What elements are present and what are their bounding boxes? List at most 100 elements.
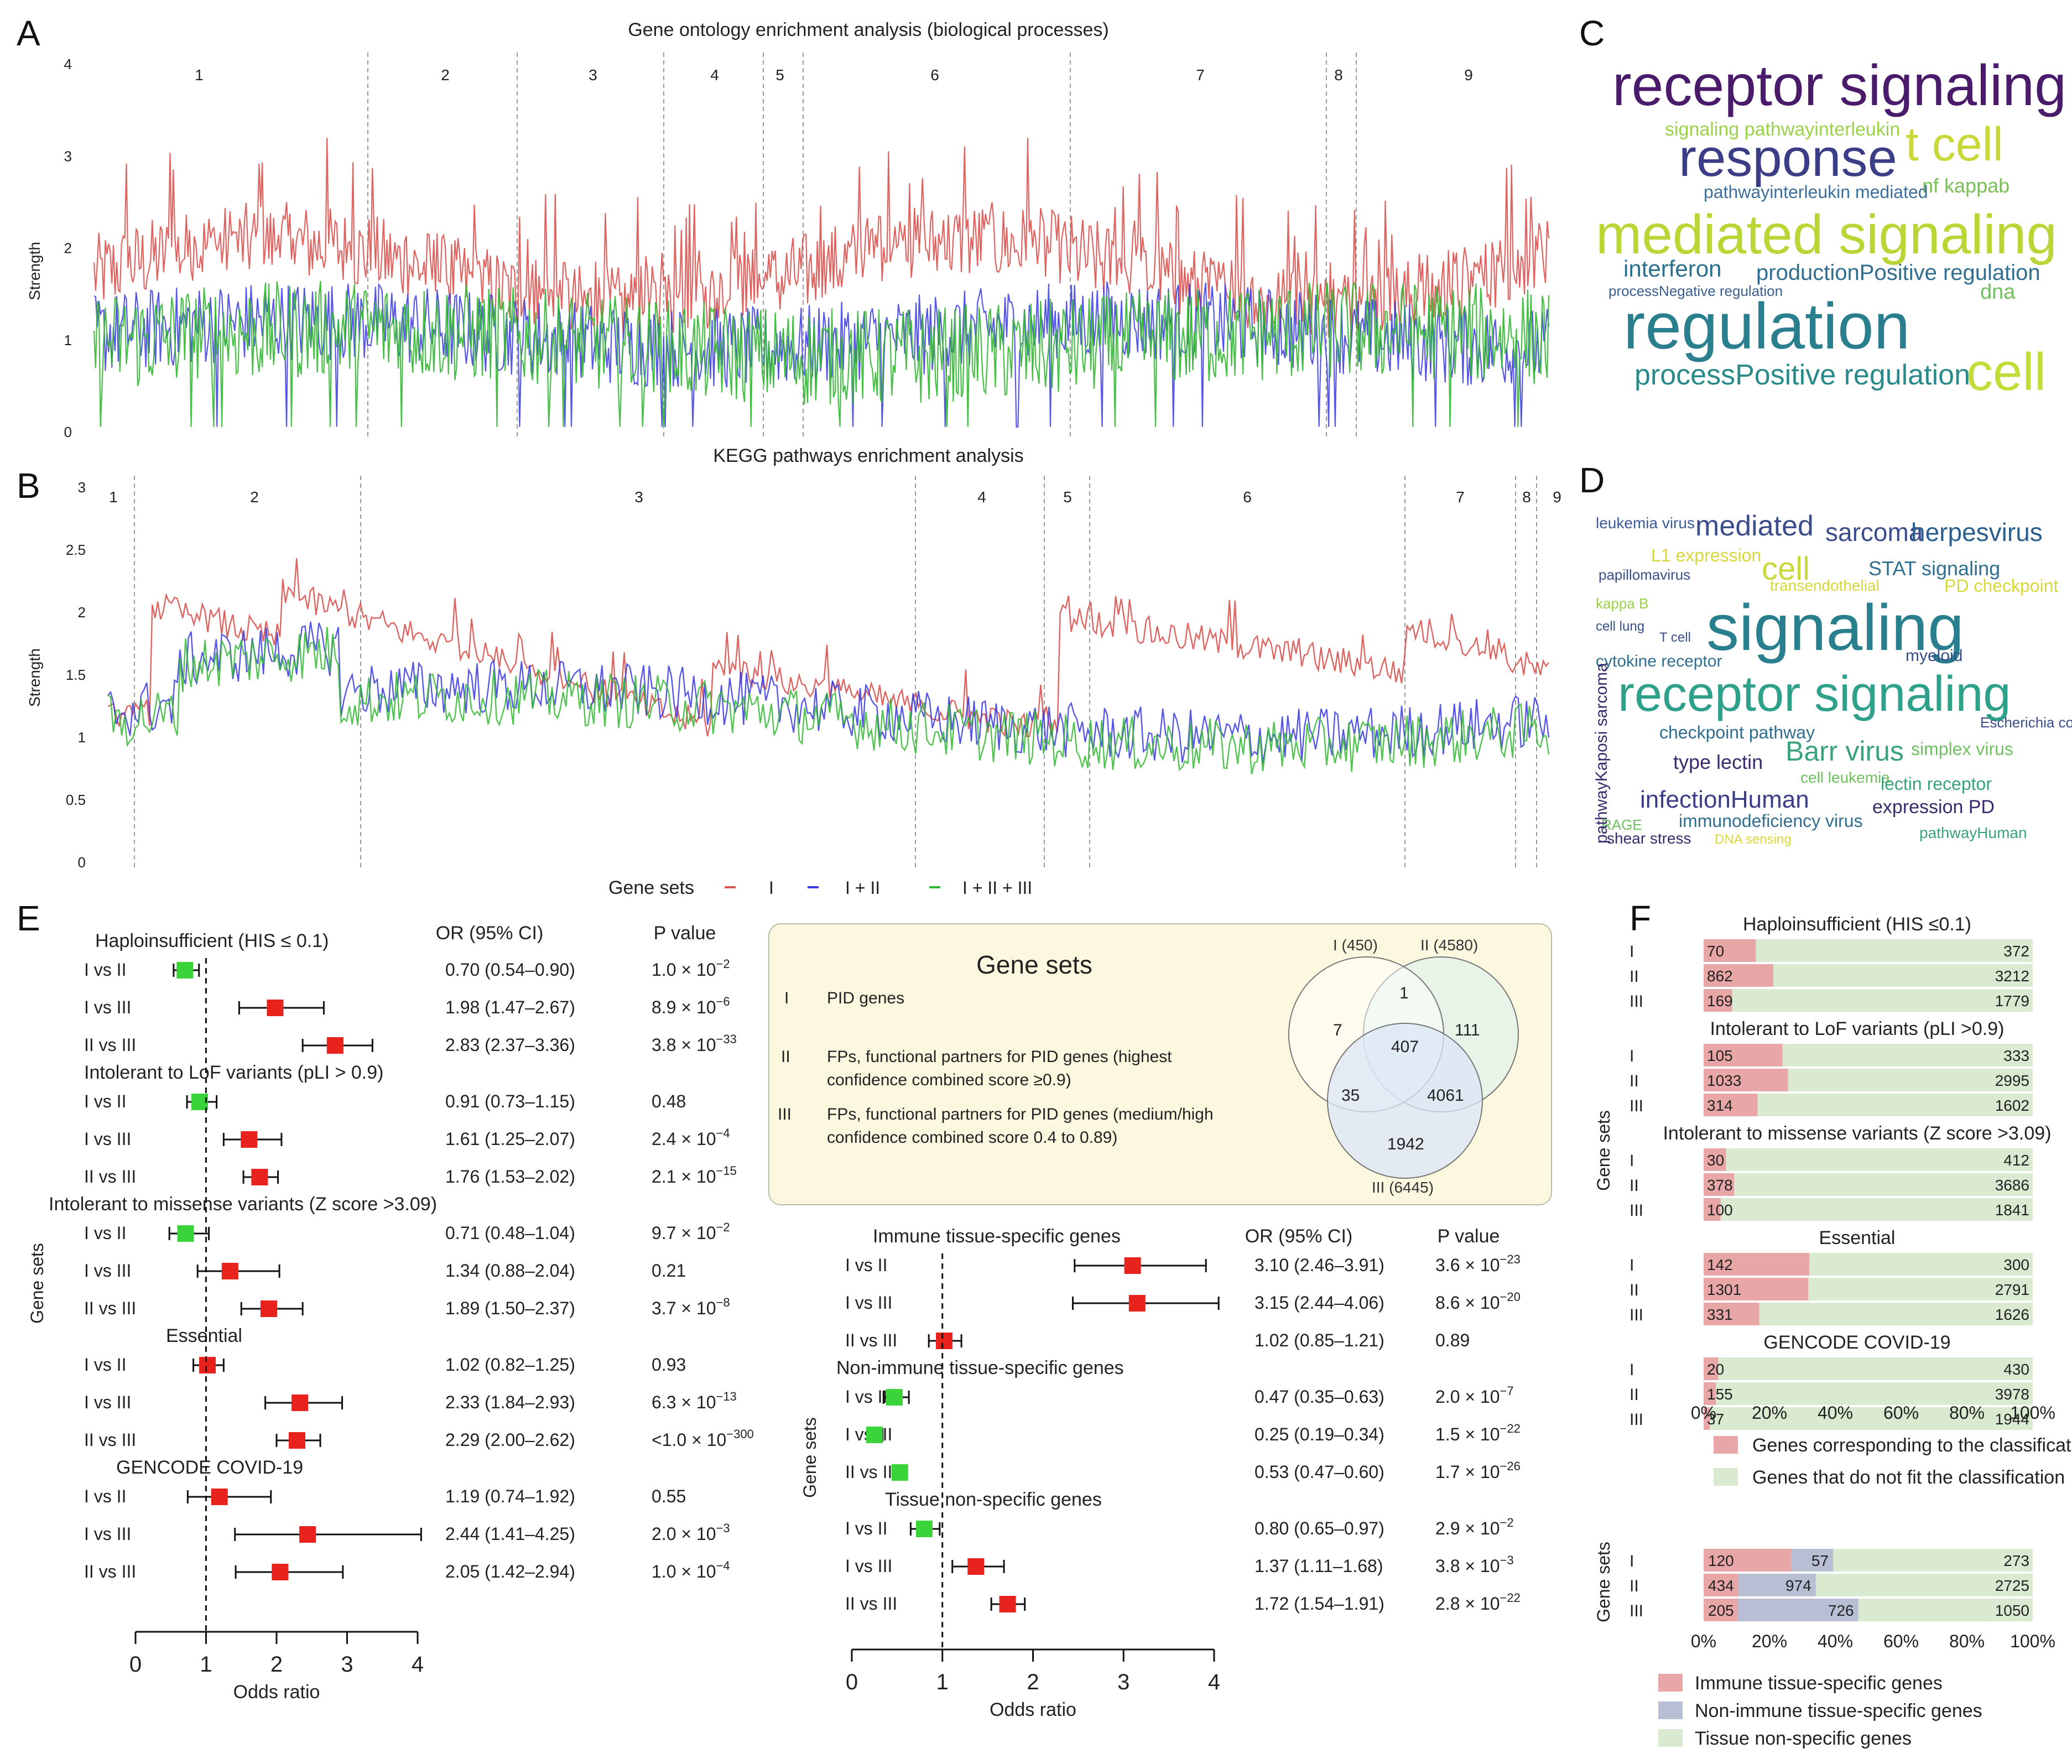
forest-left-or-point xyxy=(260,1300,277,1317)
forest-right-row-label: I vs II xyxy=(845,1387,887,1407)
forest-left-or-header: OR (95% CI) xyxy=(436,923,544,944)
f-bar-rest xyxy=(1704,939,2033,962)
f-bar-rest xyxy=(1704,989,2033,1012)
panel-a-series-i xyxy=(93,138,1550,338)
panel-b-cluster-label: 5 xyxy=(1063,488,1072,506)
forest-left-row-label: I vs II xyxy=(84,960,126,980)
forest-right-p-value: 3.6 × 10−23 xyxy=(1435,1252,1521,1275)
f-value-a: 70 xyxy=(1707,943,1724,960)
f-row-label: III xyxy=(1630,992,1643,1011)
panel-c-word: processPositive regulation xyxy=(1634,359,1970,391)
f2-bar-nonimmune xyxy=(1737,1599,1858,1621)
f-value-a: 30 xyxy=(1707,1152,1724,1169)
f2-x-tick-label: 100% xyxy=(2010,1631,2055,1651)
forest-left-y-label: Gene sets xyxy=(27,1243,47,1324)
forest-left-p-exponent: −33 xyxy=(716,1032,737,1046)
forest-left-or-text: 2.83 (2.37–3.36) xyxy=(445,1035,575,1055)
forest-left-p-value: 6.3 × 10−13 xyxy=(652,1390,737,1412)
f-x-tick-label: 80% xyxy=(1949,1403,1985,1423)
forest-left-or-point xyxy=(176,962,194,979)
f2-bar-immune xyxy=(1704,1599,1738,1621)
f-value-a: 378 xyxy=(1707,1177,1733,1194)
f-x-tick-label: 60% xyxy=(1883,1403,1919,1423)
panel-d-word: immunodeficiency virus xyxy=(1679,811,1863,831)
panel-a-cluster-label: 1 xyxy=(195,66,204,84)
forest-right-p-value: 2.9 × 10−2 xyxy=(1435,1516,1514,1538)
f-value-b: 300 xyxy=(2003,1256,2029,1273)
legend-label-i-ii-iii: I + II + III xyxy=(962,878,1032,898)
forest-right-p-value: 1.5 × 10−22 xyxy=(1435,1422,1521,1444)
f-value-a: 20 xyxy=(1707,1361,1724,1378)
forest-left-p-exponent: −6 xyxy=(716,995,730,1008)
f-value-b: 2791 xyxy=(1995,1281,2029,1298)
f2-x-tick-label: 40% xyxy=(1818,1631,1853,1651)
forest-right-or-header: OR (95% CI) xyxy=(1245,1226,1353,1247)
forest-right-or-point xyxy=(891,1464,908,1481)
forest-left-row-label: I vs II xyxy=(84,1486,126,1506)
gene-set-i-roman: I xyxy=(784,989,789,1007)
panel-c-word: response xyxy=(1679,128,1897,188)
forest-left-x-tick-label: 2 xyxy=(270,1652,283,1677)
f2-value-c: 273 xyxy=(2003,1552,2029,1569)
forest-left-or-point xyxy=(199,1357,216,1373)
panel-b-ytick: 2 xyxy=(78,604,86,621)
gene-set-iii-text-2: confidence combined score 0.4 to 0.89) xyxy=(827,1128,1117,1147)
forest-left-or-text: 1.98 (1.47–2.67) xyxy=(445,997,575,1017)
f-legend-swatch-class xyxy=(1714,1436,1738,1454)
f-bar-rest xyxy=(1704,1198,2033,1221)
panel-b-cluster-label: 2 xyxy=(250,488,259,506)
panel-c-word: nf kappab xyxy=(1922,174,2009,197)
f-value-a: 100 xyxy=(1707,1201,1733,1219)
forest-right-or-point xyxy=(999,1596,1016,1612)
panel-d-word: pathwayKaposi sarcoma xyxy=(1592,663,1611,844)
forest-right-or-text: 0.25 (0.19–0.34) xyxy=(1254,1424,1384,1444)
panel-d-word: pathwayHuman xyxy=(1919,824,2027,841)
f-value-b: 3212 xyxy=(1995,967,2029,985)
forest-left-group-title: Intolerant to LoF variants (pLI > 0.9) xyxy=(84,1062,383,1083)
panel-b-ytick: 2.5 xyxy=(66,542,86,558)
panel-a-cluster-label: 3 xyxy=(589,66,597,84)
forest-left-x-tick-label: 3 xyxy=(341,1652,353,1677)
f-x-tick-label: 0% xyxy=(1691,1403,1716,1423)
f2-value-c: 1050 xyxy=(1995,1602,2029,1619)
panel-d-word: receptor signaling xyxy=(1618,667,2011,722)
forest-right-p-exponent: −23 xyxy=(1500,1252,1521,1266)
forest-left-p-value: 2.0 × 10−3 xyxy=(652,1521,730,1544)
f-bar-class xyxy=(1704,1357,1719,1380)
forest-left-x-tick-label: 1 xyxy=(200,1652,212,1677)
f-x-tick-label: 40% xyxy=(1818,1403,1853,1423)
venn-only-ii: 111 xyxy=(1455,1021,1480,1039)
panel-letter-f: F xyxy=(1630,898,1651,938)
panel-b-series-i-ii-iii xyxy=(107,627,1550,775)
f2-row-label: III xyxy=(1630,1602,1643,1620)
panel-a-cluster-label: 5 xyxy=(775,66,784,84)
panel-d-wordcloud: leukemia virus mediated sarcomaherpesvirus… xyxy=(1592,510,2072,847)
forest-left-group-title: GENCODE COVID-19 xyxy=(116,1457,303,1478)
forest-left-or-text: 0.91 (0.73–1.15) xyxy=(445,1091,575,1111)
panel-d-word: kappa B xyxy=(1596,595,1648,612)
panel-c-word: processNegative regulation xyxy=(1608,283,1783,299)
panel-a-cluster-label: 6 xyxy=(930,66,939,84)
forest-right-x-tick-label: 4 xyxy=(1208,1670,1220,1694)
f-bar-class xyxy=(1704,1173,1735,1196)
f-group-title: GENCODE COVID-19 xyxy=(1763,1332,1950,1353)
panel-b-series-i xyxy=(107,558,1549,738)
forest-right-group-title: Non-immune tissue-specific genes xyxy=(836,1357,1124,1378)
f2-value-a: 434 xyxy=(1708,1577,1734,1594)
forest-left-row-label: II vs III xyxy=(84,1167,136,1187)
venn-all: 407 xyxy=(1391,1038,1419,1056)
f-row-label: II xyxy=(1630,1072,1639,1090)
f2-value-b: 57 xyxy=(1811,1552,1829,1569)
panel-e-forest-right: OR (95% CI) P value Immune tissue-specific… xyxy=(800,1226,1521,1720)
f-value-a: 155 xyxy=(1707,1386,1733,1403)
panel-b-ylabel: Strength xyxy=(26,648,43,707)
f-y-label: Gene sets xyxy=(1594,1110,1613,1191)
panel-letter-a: A xyxy=(17,13,40,53)
panel-d-word: RAGE xyxy=(1601,816,1642,833)
panel-d-word: Escherichia coli xyxy=(1980,714,2072,731)
f2-value-a: 120 xyxy=(1708,1552,1734,1569)
forest-right-p-header: P value xyxy=(1438,1226,1500,1247)
f-value-a: 142 xyxy=(1707,1256,1733,1273)
f-x-tick-label: 20% xyxy=(1752,1403,1787,1423)
